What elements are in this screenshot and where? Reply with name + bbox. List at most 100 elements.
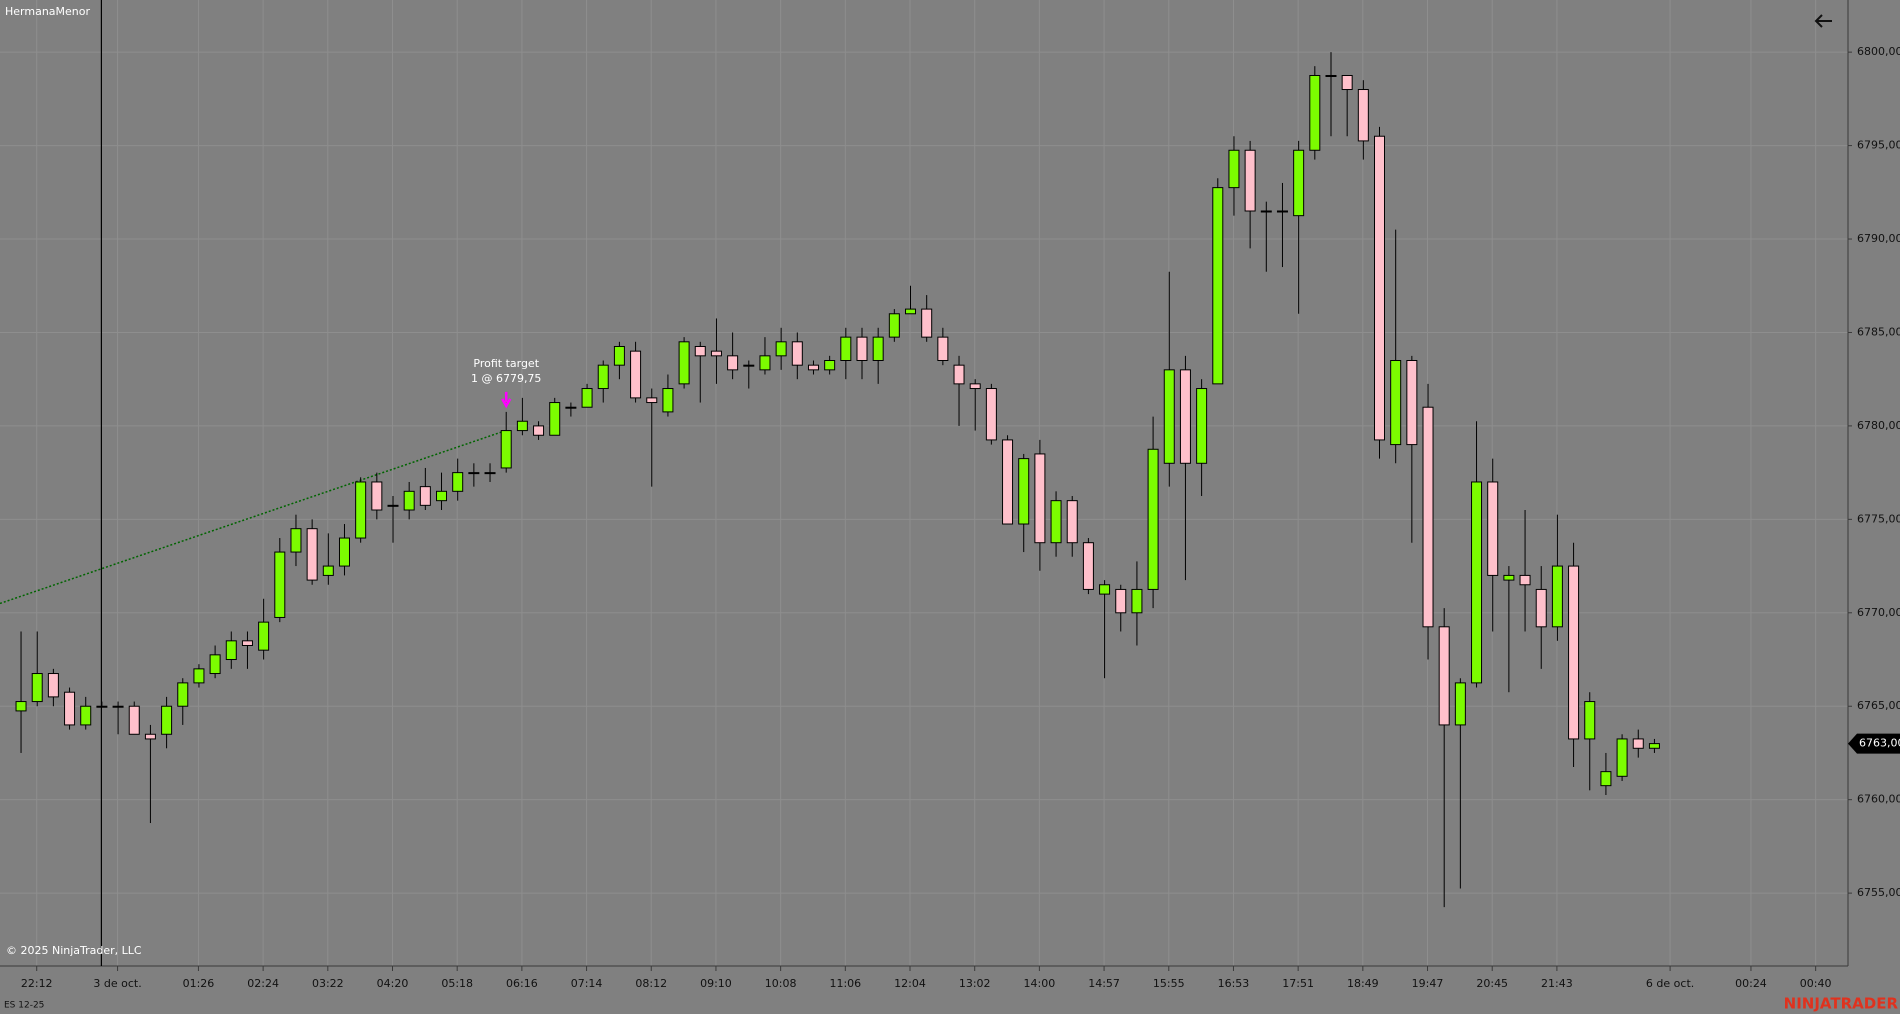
candle-body bbox=[630, 350, 642, 399]
annotation-label: 1 @ 6779,75 bbox=[471, 372, 541, 385]
brand: NINJATRADER bbox=[1784, 995, 1899, 1013]
candle-body bbox=[727, 355, 739, 371]
candle-body bbox=[662, 388, 674, 413]
candle-body bbox=[1390, 359, 1402, 446]
candle-body bbox=[1487, 481, 1499, 576]
candle-body bbox=[306, 528, 318, 581]
x-tick-label: 16:53 bbox=[1218, 977, 1250, 990]
candle-body bbox=[80, 705, 92, 726]
candle-body bbox=[500, 430, 512, 469]
candle-body bbox=[743, 364, 755, 367]
back-arrow bbox=[1814, 14, 1832, 28]
back-button[interactable] bbox=[1812, 9, 1836, 33]
x-tick-label: 20:45 bbox=[1476, 977, 1508, 990]
y-tick-label: 6790,00 bbox=[1857, 232, 1900, 245]
candle-body bbox=[419, 486, 431, 506]
candle-body bbox=[516, 420, 528, 432]
copyright: © 2025 NinjaTrader, LLC bbox=[6, 944, 142, 957]
candle-body bbox=[225, 640, 237, 661]
x-tick-label: 00:40 bbox=[1800, 977, 1832, 990]
candle-body bbox=[678, 341, 690, 385]
candle-body bbox=[597, 364, 609, 390]
candle-body bbox=[710, 350, 722, 357]
y-tick-label: 6760,00 bbox=[1857, 793, 1900, 806]
candle-body bbox=[193, 668, 205, 684]
candle-body bbox=[937, 336, 949, 361]
candle-body bbox=[1309, 75, 1321, 151]
candle-body bbox=[128, 705, 140, 735]
candle-body bbox=[1050, 500, 1062, 544]
candle-body bbox=[15, 701, 27, 712]
candle-body bbox=[355, 481, 367, 539]
x-tick-label: 03:22 bbox=[312, 977, 344, 990]
candle-body bbox=[888, 313, 900, 338]
trade-line bbox=[0, 429, 506, 605]
candle-body bbox=[161, 705, 173, 735]
candle-body bbox=[1341, 75, 1353, 91]
candle-body bbox=[1179, 369, 1191, 464]
candle-body bbox=[775, 341, 787, 357]
candle-body bbox=[290, 528, 302, 553]
x-tick-label: 04:20 bbox=[377, 977, 409, 990]
candle-body bbox=[1632, 738, 1644, 749]
candle-body bbox=[436, 490, 448, 502]
x-tick-label: 12:04 bbox=[894, 977, 926, 990]
candle-body bbox=[144, 733, 156, 740]
candle-body bbox=[1648, 743, 1660, 749]
candle-body bbox=[953, 364, 965, 385]
candle-body bbox=[1293, 149, 1305, 217]
annotation-title: Profit target bbox=[473, 357, 539, 370]
candle-body bbox=[1454, 682, 1466, 726]
candle-body bbox=[1471, 481, 1483, 684]
candle-body bbox=[1147, 448, 1159, 590]
candle-body bbox=[1082, 542, 1094, 590]
last-price-badge bbox=[1848, 733, 1900, 754]
candle-body bbox=[1066, 500, 1078, 544]
x-tick-label: 07:14 bbox=[571, 977, 603, 990]
candle-body bbox=[565, 406, 577, 409]
candle-body bbox=[1584, 701, 1596, 740]
x-tick-label: 19:47 bbox=[1412, 977, 1444, 990]
candle-body bbox=[694, 345, 706, 357]
candle-body bbox=[258, 621, 270, 651]
x-tick-label: 3 de oct. bbox=[93, 977, 141, 990]
candle-body bbox=[1568, 565, 1580, 740]
candle-body bbox=[969, 383, 981, 390]
candle-body bbox=[112, 705, 124, 708]
candle-body bbox=[1244, 149, 1256, 212]
candle-body bbox=[1115, 588, 1127, 614]
x-tick-label: 09:10 bbox=[700, 977, 732, 990]
x-tick-label: 13:02 bbox=[959, 977, 991, 990]
candle-body bbox=[452, 472, 464, 492]
candle-body bbox=[387, 504, 399, 507]
candle-body bbox=[1600, 771, 1612, 787]
x-tick-label: 15:55 bbox=[1153, 977, 1185, 990]
candle-body bbox=[985, 388, 997, 441]
x-tick-label: 00:24 bbox=[1735, 977, 1767, 990]
candle-body bbox=[581, 388, 593, 408]
x-tick-label: 10:08 bbox=[765, 977, 797, 990]
y-tick-label: 6800,00 bbox=[1857, 45, 1900, 58]
candle-body bbox=[274, 551, 286, 618]
candle-body bbox=[872, 336, 884, 361]
x-tick-label: 05:18 bbox=[441, 977, 473, 990]
candle-body bbox=[1535, 588, 1547, 628]
x-tick-label: 14:00 bbox=[1024, 977, 1056, 990]
candle-body bbox=[31, 673, 43, 703]
candle-body bbox=[791, 341, 803, 366]
candle-body bbox=[96, 705, 108, 708]
candle-body bbox=[1212, 187, 1224, 385]
candle-body bbox=[646, 397, 658, 404]
candle-body bbox=[1034, 453, 1046, 544]
candle-body bbox=[1163, 369, 1175, 464]
candle-body bbox=[1406, 359, 1418, 446]
candle-body bbox=[1276, 210, 1288, 213]
candle-body bbox=[1228, 149, 1240, 189]
candle-body bbox=[1374, 135, 1386, 441]
candle-body bbox=[613, 345, 625, 366]
candle-body bbox=[468, 472, 480, 475]
x-tick-label: 21:43 bbox=[1541, 977, 1573, 990]
